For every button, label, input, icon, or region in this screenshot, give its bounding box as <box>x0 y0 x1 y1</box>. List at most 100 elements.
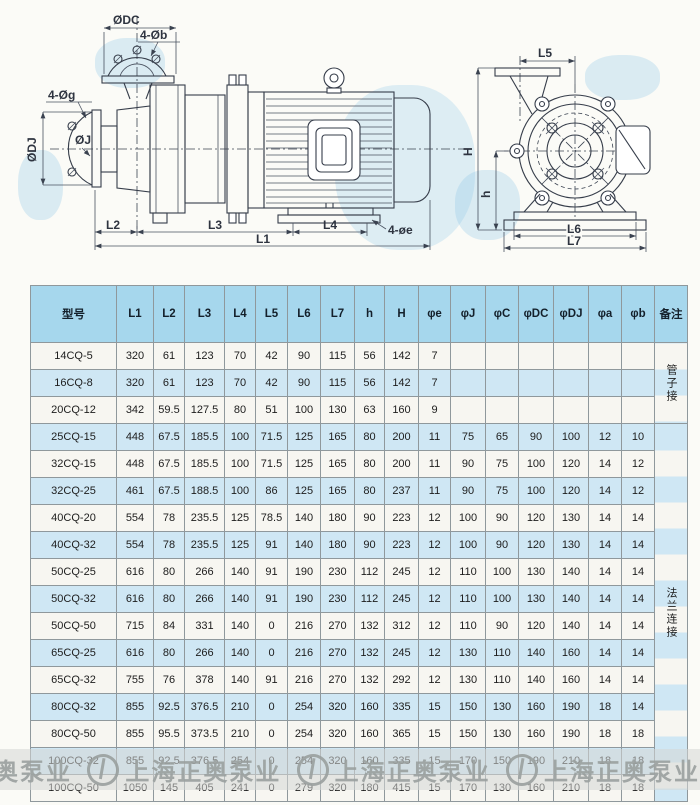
dim-label-e: 4-øe <box>388 223 413 237</box>
value-cell: 140 <box>224 558 256 586</box>
value-cell: 130 <box>450 639 486 667</box>
value-cell: 270 <box>320 639 355 667</box>
table-row: 16CQ-8 320 61 123 70 42 90 115 56 142 7 <box>30 369 688 397</box>
dim-label-l7: L7 <box>567 234 581 248</box>
value-cell: 190 <box>287 585 321 613</box>
value-cell <box>450 369 486 397</box>
value-cell: 0 <box>255 639 288 667</box>
value-cell: 160 <box>553 666 589 694</box>
value-cell: 100 <box>485 585 519 613</box>
value-cell: 100 <box>224 477 256 505</box>
value-cell: 165 <box>320 477 355 505</box>
value-cell: 90 <box>485 504 519 532</box>
value-cell: 110 <box>450 558 486 586</box>
column-header: h <box>354 285 385 343</box>
value-cell: 90 <box>354 531 385 559</box>
value-cell: 142 <box>384 342 419 370</box>
value-cell: 71.5 <box>255 450 288 478</box>
column-header: φJ <box>450 285 486 343</box>
value-cell: 140 <box>224 585 256 613</box>
value-cell: 100 <box>485 558 519 586</box>
dim-label-l3: L3 <box>208 218 222 232</box>
value-cell: 12 <box>418 585 451 613</box>
table-row: 80CQ-32 855 92.5 376.5 210 0 254 320 160 335 15 150… <box>30 693 688 721</box>
value-cell: 755 <box>116 666 154 694</box>
value-cell: 140 <box>553 585 589 613</box>
value-cell: 140 <box>224 639 256 667</box>
value-cell: 170 <box>450 747 486 775</box>
value-cell: 115 <box>320 369 355 397</box>
value-cell: 855 <box>116 720 154 748</box>
value-cell: 855 <box>116 747 154 775</box>
table-row: 32CQ-15 448 67.5 185.5 100 71.5 125 165 80 200 11 9… <box>30 450 688 478</box>
value-cell: 160 <box>354 747 385 775</box>
dim-label-b: 4-Øb <box>140 28 167 42</box>
value-cell: 14 <box>588 666 622 694</box>
value-cell: 279 <box>287 774 321 802</box>
pump-side-view-drawing: ØDC 4-Øb 4-Øg ØDJ ØJ <box>25 13 465 250</box>
value-cell: 254 <box>287 720 321 748</box>
value-cell: 14 <box>621 612 655 640</box>
value-cell: 14 <box>588 558 622 586</box>
value-cell: 140 <box>287 531 321 559</box>
value-cell: 0 <box>255 612 288 640</box>
value-cell: 1050 <box>116 774 154 802</box>
value-cell: 616 <box>116 558 154 586</box>
value-cell: 120 <box>553 477 589 505</box>
value-cell <box>518 369 554 397</box>
value-cell: 120 <box>518 612 554 640</box>
value-cell: 14 <box>588 531 622 559</box>
table-row: 25CQ-15 448 67.5 185.5 100 71.5 125 165 80 200 11 7… <box>30 423 688 802</box>
value-cell: 90 <box>287 369 321 397</box>
value-cell: 190 <box>553 720 589 748</box>
pump-front-view-drawing: L5 <box>461 46 651 252</box>
value-cell <box>588 396 622 424</box>
value-cell: 230 <box>320 585 355 613</box>
value-cell: 160 <box>354 720 385 748</box>
value-cell: 15 <box>418 747 451 775</box>
value-cell: 61 <box>153 369 185 397</box>
value-cell: 130 <box>518 585 554 613</box>
value-cell: 12 <box>418 558 451 586</box>
table-row: 80CQ-50 855 95.5 373.5 210 0 254 320 160 365 15 150… <box>30 720 688 748</box>
value-cell: 140 <box>287 504 321 532</box>
value-cell: 42 <box>255 342 288 370</box>
value-cell: 216 <box>287 612 321 640</box>
value-cell: 75 <box>485 477 519 505</box>
value-cell: 132 <box>354 612 385 640</box>
value-cell: 266 <box>184 558 225 586</box>
value-cell: 165 <box>320 450 355 478</box>
value-cell: 115 <box>320 342 355 370</box>
value-cell: 150 <box>485 747 519 775</box>
value-cell: 160 <box>384 396 419 424</box>
value-cell: 448 <box>116 450 154 478</box>
dim-label-j: ØJ <box>75 133 91 147</box>
value-cell: 100 <box>450 504 486 532</box>
value-cell: 90 <box>287 342 321 370</box>
dim-label-l4: L4 <box>323 218 337 232</box>
model-cell: 50CQ-50 <box>30 612 117 640</box>
value-cell: 95.5 <box>153 720 185 748</box>
value-cell: 65 <box>485 423 519 451</box>
value-cell: 200 <box>384 450 419 478</box>
value-cell: 11 <box>418 423 451 451</box>
value-cell: 9 <box>418 396 451 424</box>
model-cell: 50CQ-32 <box>30 585 117 613</box>
model-cell: 32CQ-15 <box>30 450 117 478</box>
value-cell: 210 <box>224 720 256 748</box>
value-cell: 75 <box>485 450 519 478</box>
value-cell: 14 <box>621 693 655 721</box>
value-cell: 14 <box>621 639 655 667</box>
value-cell: 190 <box>287 558 321 586</box>
value-cell: 312 <box>384 612 419 640</box>
value-cell: 10 <box>621 423 655 451</box>
value-cell: 63 <box>354 396 385 424</box>
value-cell: 140 <box>518 639 554 667</box>
value-cell: 200 <box>384 423 419 451</box>
scan-tint <box>585 55 660 100</box>
value-cell: 715 <box>116 612 154 640</box>
value-cell: 18 <box>588 747 622 775</box>
value-cell: 90 <box>485 531 519 559</box>
value-cell: 266 <box>184 585 225 613</box>
